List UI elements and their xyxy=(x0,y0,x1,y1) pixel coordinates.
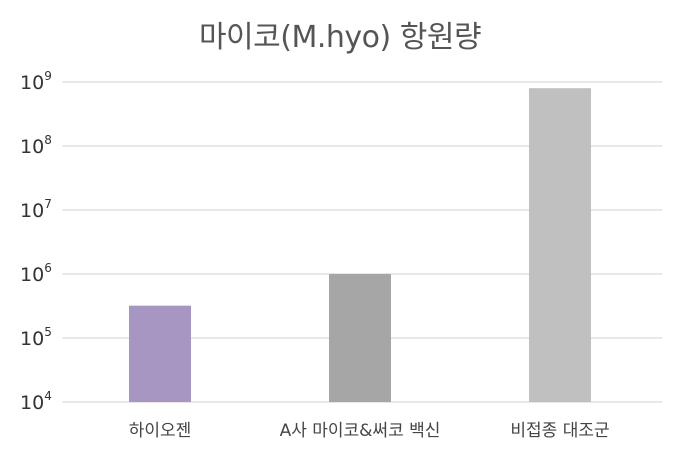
y-tick-label: 105 xyxy=(20,325,52,350)
x-category-label: 하이오젠 xyxy=(129,421,192,441)
y-tick-label: 108 xyxy=(20,133,52,158)
y-tick-label: 109 xyxy=(20,69,52,94)
bar xyxy=(329,274,391,402)
y-tick-label: 107 xyxy=(20,197,52,222)
bars xyxy=(129,88,591,402)
y-axis-ticks: 104 105 106 107 108 109 xyxy=(20,69,52,414)
bar xyxy=(129,305,191,402)
x-category-label: A사 마이코&써코 백신 xyxy=(280,421,441,441)
bar xyxy=(529,88,591,402)
y-tick-label: 104 xyxy=(20,389,52,414)
x-category-label: 비접종 대조군 xyxy=(510,421,609,441)
y-tick-label: 106 xyxy=(20,261,52,286)
x-axis-labels: 하이오젠 A사 마이코&써코 백신 비접종 대조군 xyxy=(129,421,610,441)
chart-title: 마이코(M.hyo) 항원량 xyxy=(198,20,482,55)
